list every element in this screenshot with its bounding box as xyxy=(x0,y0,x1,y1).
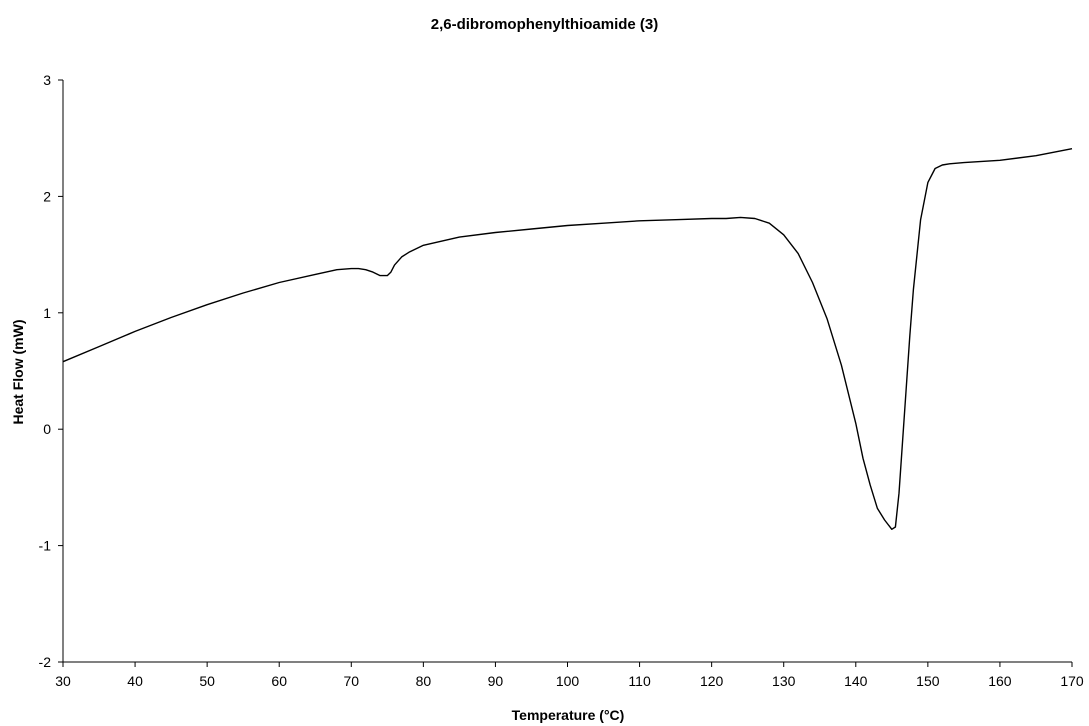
y-tick-label: 2 xyxy=(43,188,51,204)
series-line-0 xyxy=(62,148,1073,530)
y-tick-label: 1 xyxy=(43,305,51,321)
x-tick-label: 30 xyxy=(55,673,71,689)
y-axis-label: Heat Flow (mW) xyxy=(10,319,26,425)
x-tick-label: 170 xyxy=(1060,673,1084,689)
x-tick-label: 110 xyxy=(628,673,651,689)
x-tick-label: 130 xyxy=(772,673,796,689)
x-tick-label: 70 xyxy=(343,673,359,689)
series xyxy=(62,148,1073,530)
y-tick-label: -2 xyxy=(39,654,52,670)
x-axis-label: Temperature (°C) xyxy=(511,707,625,723)
x-tick-label: 40 xyxy=(127,673,143,689)
axes xyxy=(62,80,1072,663)
x-tick-label: 50 xyxy=(199,673,215,689)
x-tick-label: 140 xyxy=(844,673,868,689)
x-tick-label: 80 xyxy=(416,673,432,689)
y-tick-label: 3 xyxy=(43,72,51,88)
x-tick-label: 120 xyxy=(700,673,724,689)
tick-labels: 30 40 50 60 70 80 90 100 110 120 130 140 150 160 170-2… xyxy=(39,72,1084,689)
y-tick-label: -1 xyxy=(39,538,52,554)
x-tick-label: 60 xyxy=(271,673,287,689)
x-tick-label: 90 xyxy=(488,673,504,689)
x-tick-label: 150 xyxy=(916,673,940,689)
y-tick-label: 0 xyxy=(43,421,51,437)
x-tick-label: 100 xyxy=(556,673,580,689)
ticks xyxy=(58,79,1073,667)
x-tick-label: 160 xyxy=(988,673,1012,689)
chart-title: 2,6-dibromophenylthioamide (3) xyxy=(430,16,659,33)
